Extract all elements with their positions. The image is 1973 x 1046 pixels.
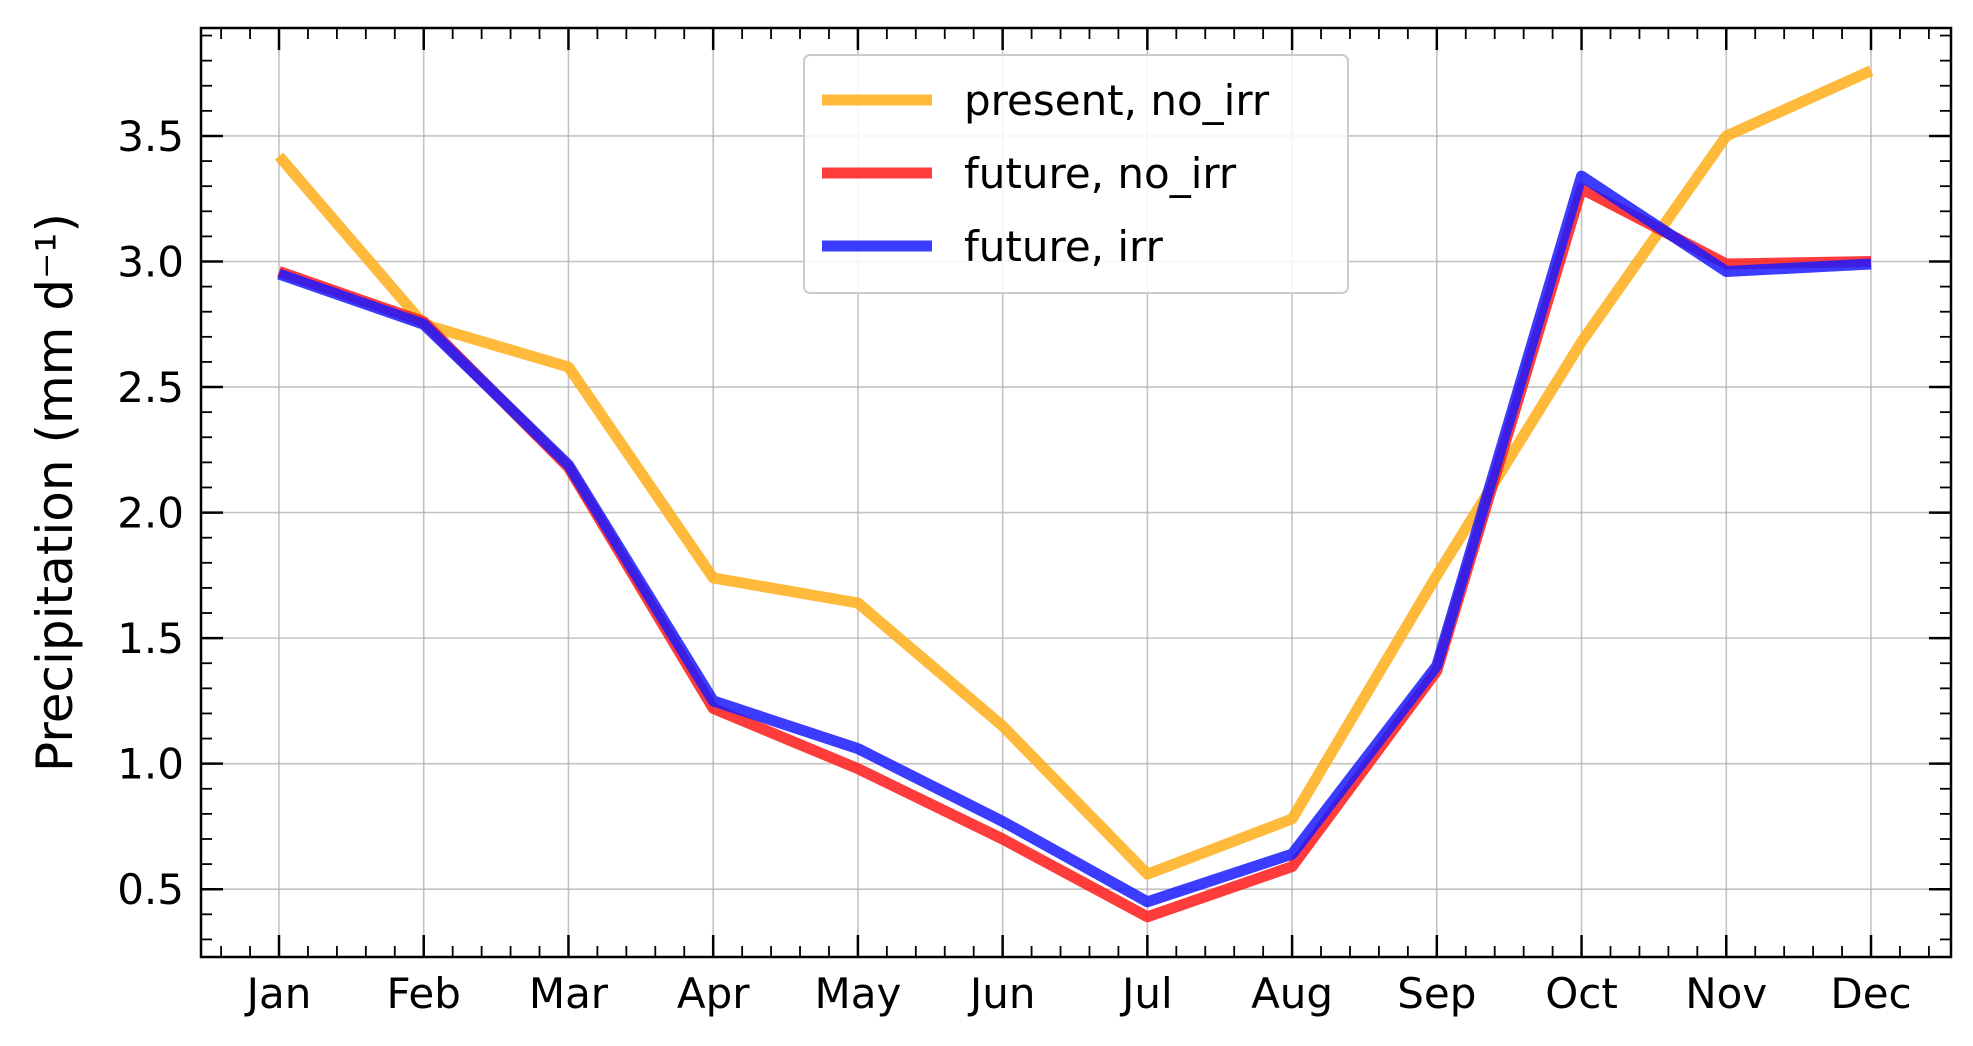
y-tick-label-2: 1.5: [117, 614, 184, 663]
x-tick-label-aug: Aug: [1251, 969, 1333, 1018]
y-tick-label-3: 2.0: [117, 489, 184, 538]
x-tick-label-jun: Jun: [967, 969, 1036, 1018]
legend-label-1: future, no_irr: [964, 149, 1237, 198]
series-line-2: [277, 170, 1872, 908]
y-tick-label-5: 3.0: [117, 238, 184, 287]
axes-layer: Jan Feb Mar Apr May Jun Jul Aug Sep Oct Nov Dec 0.5 1…: [26, 26, 1953, 1018]
legend-label-0: present, no_irr: [964, 76, 1270, 125]
y-tick-label-4: 2.5: [117, 363, 184, 412]
x-tick-label-may: May: [814, 969, 901, 1018]
legend: present, no_irr future, no_irr future, irr: [803, 54, 1349, 294]
x-tick-label-jul: Jul: [1119, 969, 1173, 1018]
plot-frame: [199, 26, 1953, 959]
y-axis-title: Precipitation (mm d⁻¹): [26, 213, 84, 772]
x-tick-label-jan: Jan: [244, 969, 312, 1018]
y-tick-label-6: 3.5: [117, 112, 184, 161]
y-tick-label-1: 1.0: [117, 740, 184, 789]
x-tick-label-nov: Nov: [1685, 969, 1767, 1018]
x-tick-label-mar: Mar: [529, 969, 609, 1018]
x-tick-label-apr: Apr: [677, 969, 750, 1018]
series-line-0: [274, 65, 1874, 880]
x-tick-label-sep: Sep: [1397, 969, 1476, 1018]
x-tick-label-feb: Feb: [387, 969, 461, 1018]
legend-label-2: future, irr: [964, 222, 1164, 271]
y-tick-label-0: 0.5: [117, 865, 184, 914]
series-layer: [274, 65, 1874, 923]
legend-box: [803, 54, 1349, 294]
x-tick-label-dec: Dec: [1830, 969, 1911, 1018]
x-tick-label-oct: Oct: [1545, 969, 1618, 1018]
